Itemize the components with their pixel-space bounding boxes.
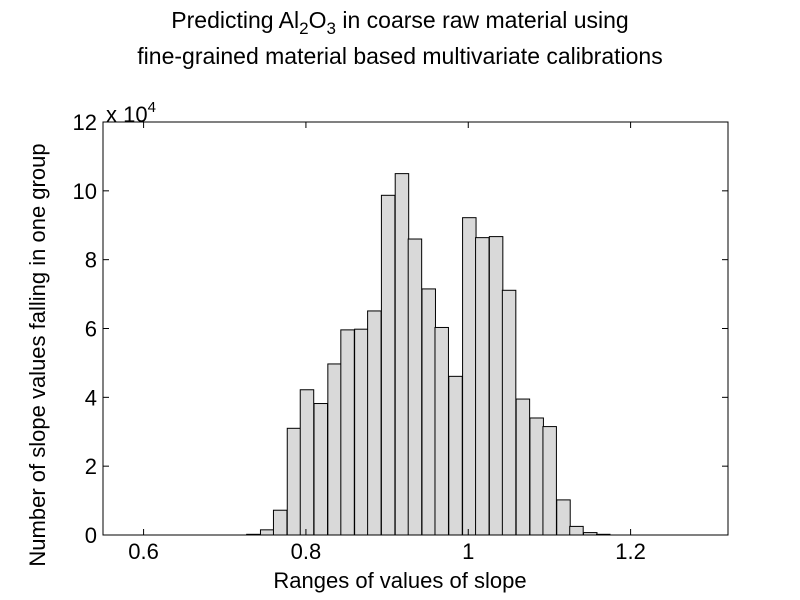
histogram-bar (407, 238, 423, 536)
histogram-bar (272, 509, 288, 536)
histogram-bar (434, 326, 449, 536)
title-text-segment: Predicting Al (171, 7, 300, 33)
histogram-bar (354, 328, 369, 536)
histogram-bar (367, 310, 382, 536)
x-tick-label: 0.8 (291, 539, 322, 564)
histogram-bar (421, 288, 436, 536)
histogram-bar (299, 389, 315, 536)
y-tick-label: 2 (85, 454, 97, 479)
histogram-bar (501, 289, 517, 536)
y-tick-label: 6 (85, 317, 97, 342)
histogram-bar (286, 427, 302, 536)
y-tick-label: 0 (85, 523, 97, 548)
chart-title-line2: fine-grained material based multivariate… (137, 43, 663, 69)
histogram-bar (380, 194, 396, 536)
histogram-bar (475, 237, 490, 536)
x-axis-label: Ranges of values of slope (273, 568, 527, 593)
title-subscript: 3 (326, 19, 336, 38)
histogram-bar (515, 398, 531, 536)
x-tick-label: 1 (462, 539, 474, 564)
x-tick-label: 0.6 (128, 539, 159, 564)
y-tick-label: 8 (85, 248, 97, 273)
histogram-bar (542, 426, 557, 536)
y-tick-label: 4 (85, 385, 97, 410)
chart-title-line1: Predicting Al2O3 in coarse raw material … (0, 7, 800, 37)
histogram-bar (569, 525, 584, 536)
y-multiplier-base: x 10 (106, 102, 148, 127)
title-text-segment: in coarse raw material using (335, 7, 629, 33)
histogram-bar (327, 363, 342, 536)
histogram-bar (448, 375, 463, 536)
histogram-bar (394, 173, 410, 536)
histogram-bar (462, 217, 477, 536)
title-text-segment: O (308, 7, 327, 33)
histogram-bar (488, 236, 504, 536)
x-tick-label: 1.2 (615, 539, 646, 564)
y-axis-multiplier: x 104 (106, 99, 156, 128)
title-subscript: 2 (299, 19, 309, 38)
bars-group (246, 173, 611, 536)
histogram-bar (340, 329, 355, 536)
y-tick-label: 10 (73, 179, 97, 204)
y-multiplier-exponent: 4 (147, 99, 156, 116)
y-tick-label: 12 (73, 110, 97, 135)
ticks-group: 0.6 0.8 1 1.2 0 2 4 6 8 10 12 (73, 110, 728, 564)
histogram-bar (529, 417, 544, 536)
histogram-bar (313, 403, 329, 536)
histogram-bar (556, 499, 571, 536)
histogram-bar (259, 529, 275, 536)
axes-box (102, 121, 729, 536)
